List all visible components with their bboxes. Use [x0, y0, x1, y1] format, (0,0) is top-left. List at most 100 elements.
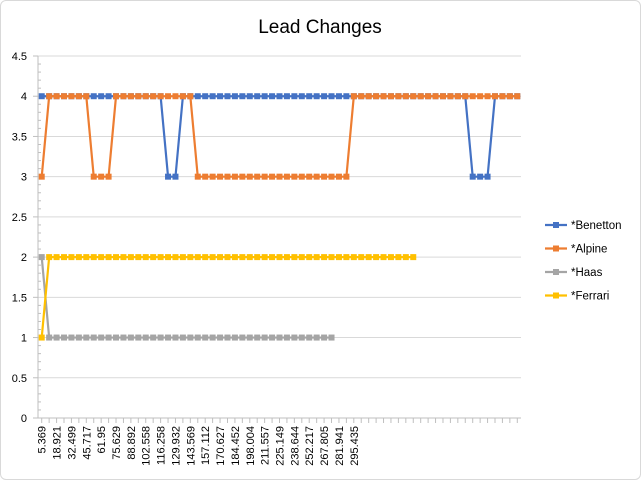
data-point: [410, 254, 417, 261]
data-point: [291, 173, 298, 180]
data-point: [335, 93, 342, 100]
data-point: [254, 334, 261, 341]
data-point: [246, 334, 253, 341]
data-point: [142, 93, 149, 100]
data-point: [269, 93, 276, 100]
data-point: [217, 254, 224, 261]
data-point: [38, 173, 45, 180]
data-point: [343, 254, 350, 261]
data-point: [269, 334, 276, 341]
data-point: [135, 254, 142, 261]
data-point: [506, 93, 513, 100]
data-point: [105, 334, 112, 341]
data-point: [254, 173, 261, 180]
data-point: [343, 173, 350, 180]
data-point: [83, 254, 90, 261]
data-point: [194, 173, 201, 180]
data-point: [98, 93, 105, 100]
data-point: [179, 93, 186, 100]
data-point: [179, 334, 186, 341]
data-point: [202, 173, 209, 180]
data-point: [365, 254, 372, 261]
data-point: [239, 93, 246, 100]
data-point: [276, 334, 283, 341]
data-point: [239, 334, 246, 341]
data-point: [469, 93, 476, 100]
x-tick-label: 88.892: [126, 426, 138, 460]
data-point: [209, 173, 216, 180]
data-point: [447, 93, 454, 100]
data-point: [514, 93, 521, 100]
data-point: [380, 93, 387, 100]
data-point: [276, 173, 283, 180]
data-point: [491, 93, 498, 100]
data-point: [328, 334, 335, 341]
data-point: [328, 93, 335, 100]
data-point: [454, 93, 461, 100]
data-point: [209, 93, 216, 100]
data-point: [321, 254, 328, 261]
x-tick-label: 75.629: [111, 426, 123, 460]
data-point: [254, 93, 261, 100]
series-line-3: [40, 257, 332, 339]
data-point: [239, 173, 246, 180]
axes: 0 0.5 1 1.5 2 2.5 3 3.5 4 4.5 5.369 18.921 32.499 45.…: [12, 51, 521, 466]
data-point: [61, 93, 68, 100]
data-point: [75, 254, 82, 261]
data-point: [484, 93, 491, 100]
data-point: [261, 93, 268, 100]
data-point: [328, 254, 335, 261]
data-point: [187, 93, 194, 100]
y-tick-label: 1.5: [12, 292, 27, 304]
data-point: [172, 173, 179, 180]
data-point: [365, 93, 372, 100]
data-point: [98, 334, 105, 341]
legend-marker: [553, 222, 559, 228]
data-point: [402, 93, 409, 100]
data-point: [306, 173, 313, 180]
legend-label: *Ferrari: [571, 291, 609, 303]
data-point: [187, 254, 194, 261]
data-point: [172, 254, 179, 261]
data-point: [83, 93, 90, 100]
x-tick-label: 184.452: [230, 426, 242, 466]
x-tick-label: 170.627: [215, 426, 227, 466]
data-point: [202, 93, 209, 100]
data-point: [46, 93, 53, 100]
data-point: [246, 254, 253, 261]
x-tick-label: 225.149: [275, 426, 287, 466]
data-point: [395, 254, 402, 261]
legend-label: *Haas: [571, 267, 603, 279]
data-point: [90, 334, 97, 341]
x-tick-label: 238.644: [289, 426, 301, 466]
data-point: [283, 254, 290, 261]
data-point: [335, 173, 342, 180]
data-point: [90, 254, 97, 261]
data-point: [120, 334, 127, 341]
data-point: [202, 334, 209, 341]
data-point: [53, 334, 60, 341]
data-point: [291, 254, 298, 261]
data-point: [202, 254, 209, 261]
data-point: [298, 173, 305, 180]
data-point: [410, 93, 417, 100]
data-point: [224, 334, 231, 341]
data-point: [120, 254, 127, 261]
data-point: [321, 93, 328, 100]
data-point: [135, 93, 142, 100]
data-point: [68, 334, 75, 341]
data-point: [224, 254, 231, 261]
data-point: [395, 93, 402, 100]
data-point: [269, 254, 276, 261]
x-tick-label: 252.217: [304, 426, 316, 466]
data-point: [231, 334, 238, 341]
data-point: [142, 334, 149, 341]
data-point: [68, 93, 75, 100]
data-point: [306, 93, 313, 100]
legend-marker: [553, 269, 559, 275]
x-tick-label: 281.941: [334, 426, 346, 466]
data-point: [261, 334, 268, 341]
data-point: [194, 93, 201, 100]
